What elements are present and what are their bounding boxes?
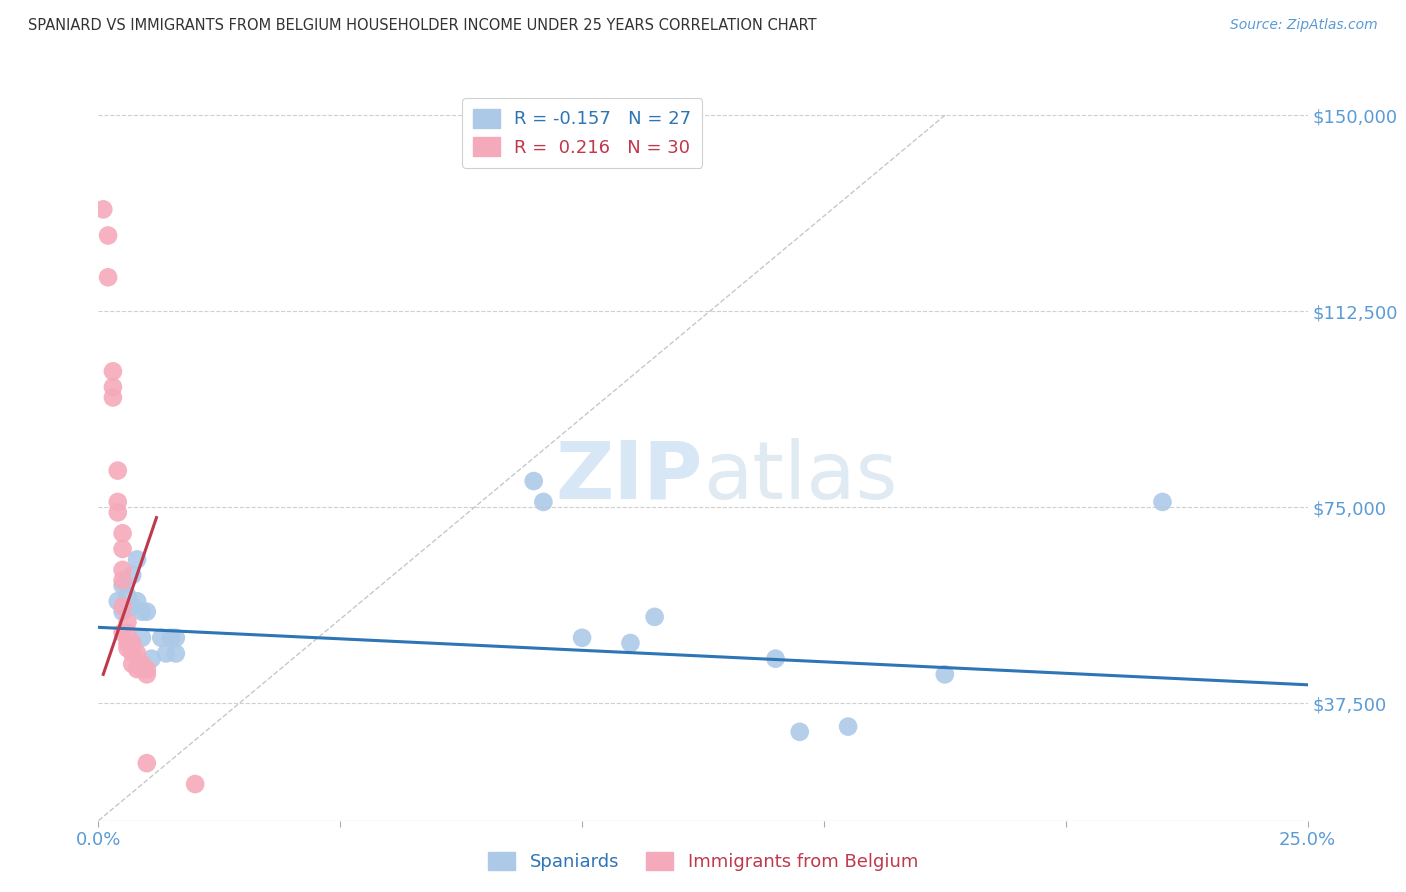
Point xyxy=(117,615,139,629)
Point xyxy=(619,636,641,650)
Point xyxy=(107,505,129,519)
Point xyxy=(101,391,124,405)
Legend: Spaniards, Immigrants from Belgium: Spaniards, Immigrants from Belgium xyxy=(481,845,925,879)
Point xyxy=(135,605,157,619)
Text: ZIP: ZIP xyxy=(555,438,703,516)
Point xyxy=(131,605,153,619)
Point xyxy=(107,594,129,608)
Point xyxy=(117,636,139,650)
Point xyxy=(97,228,120,243)
Point xyxy=(135,662,157,676)
Point xyxy=(117,641,139,656)
Point xyxy=(131,631,153,645)
Point xyxy=(184,777,207,791)
Point xyxy=(150,631,173,645)
Point xyxy=(165,647,187,661)
Legend: R = -0.157   N = 27, R =  0.216   N = 30: R = -0.157 N = 27, R = 0.216 N = 30 xyxy=(463,98,702,168)
Point xyxy=(111,605,134,619)
Point xyxy=(121,568,143,582)
Point xyxy=(121,657,143,671)
Point xyxy=(97,270,120,285)
Point xyxy=(111,599,134,614)
Point xyxy=(111,526,134,541)
Point xyxy=(101,380,124,394)
Point xyxy=(135,667,157,681)
Text: SPANIARD VS IMMIGRANTS FROM BELGIUM HOUSEHOLDER INCOME UNDER 25 YEARS CORRELATIO: SPANIARD VS IMMIGRANTS FROM BELGIUM HOUS… xyxy=(28,18,817,33)
Point xyxy=(765,651,787,665)
Point xyxy=(121,636,143,650)
Point xyxy=(934,667,956,681)
Point xyxy=(531,495,554,509)
Text: Source: ZipAtlas.com: Source: ZipAtlas.com xyxy=(1230,18,1378,32)
Point xyxy=(127,594,149,608)
Point xyxy=(1152,495,1174,509)
Point xyxy=(111,563,134,577)
Point xyxy=(165,631,187,645)
Point xyxy=(121,599,143,614)
Point xyxy=(107,464,129,478)
Point xyxy=(644,610,666,624)
Point xyxy=(111,578,134,592)
Point xyxy=(160,631,183,645)
Point xyxy=(111,625,134,640)
Point xyxy=(135,756,157,771)
Point xyxy=(91,202,114,217)
Point xyxy=(127,552,149,566)
Point xyxy=(127,647,149,661)
Point xyxy=(111,541,134,556)
Point xyxy=(131,657,153,671)
Point xyxy=(571,631,593,645)
Text: atlas: atlas xyxy=(703,438,897,516)
Point xyxy=(127,662,149,676)
Point xyxy=(523,474,546,488)
Point xyxy=(117,625,139,640)
Point xyxy=(117,589,139,603)
Point xyxy=(141,651,163,665)
Point xyxy=(837,720,859,734)
Point xyxy=(111,574,134,588)
Point xyxy=(121,647,143,661)
Point xyxy=(101,364,124,378)
Point xyxy=(131,662,153,676)
Point xyxy=(107,495,129,509)
Point xyxy=(155,647,177,661)
Point xyxy=(789,724,811,739)
